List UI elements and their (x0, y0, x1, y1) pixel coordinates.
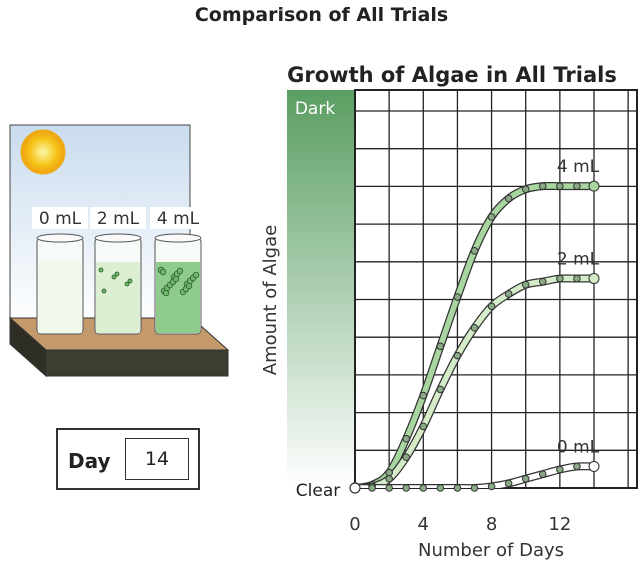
beaker-label: 2 mL (97, 209, 140, 229)
algae-dot (111, 274, 117, 280)
data-point (538, 470, 547, 478)
data-point (588, 180, 600, 192)
beaker-label: 0 mL (39, 209, 82, 229)
beaker-label-bg (150, 207, 206, 229)
data-point (538, 182, 547, 190)
series-label: 4 mL (557, 157, 600, 177)
page-title: Comparison of All Trials (194, 4, 449, 26)
data-point (521, 474, 530, 483)
beaker-label-bg (90, 207, 146, 229)
data-point (538, 277, 547, 286)
plot-frame (354, 89, 638, 489)
data-point (419, 484, 428, 492)
algae-dot (192, 271, 200, 279)
data-point (470, 324, 479, 332)
algae-dot (98, 267, 104, 273)
data-point (436, 484, 445, 492)
data-point (588, 273, 600, 285)
day-value: 14 (125, 438, 189, 480)
data-point (588, 460, 600, 472)
algae-dot (124, 281, 130, 287)
algae-dot (159, 268, 167, 276)
y-tick-label-clear: Clear (296, 481, 340, 501)
algae-dot (114, 271, 120, 277)
data-point (573, 274, 581, 283)
series-line (355, 463, 597, 488)
day-label: Day (68, 449, 111, 473)
algae-dot (162, 289, 170, 297)
data-point (470, 247, 479, 255)
x-tick-label: 12 (548, 514, 571, 535)
start-point (349, 482, 361, 494)
sun-icon (20, 129, 66, 175)
data-point (402, 453, 411, 462)
data-point (402, 484, 411, 492)
data-point (385, 474, 393, 483)
data-point (436, 342, 445, 351)
data-point (385, 484, 393, 492)
data-point (556, 274, 564, 283)
data-point (419, 422, 428, 431)
data-point (436, 385, 445, 394)
beaker-label-bg (32, 207, 88, 229)
data-point (556, 182, 564, 190)
chart-title: Growth of Algae in All Trials (287, 63, 617, 87)
algae-dot (185, 282, 193, 290)
y-axis-label: Amount of Algae (260, 225, 281, 375)
data-point (556, 465, 564, 474)
data-point (453, 484, 462, 492)
data-point (573, 462, 581, 471)
chart-grid (355, 90, 637, 488)
y-tick-label-dark: Dark (295, 99, 335, 119)
data-point (504, 290, 513, 298)
data-point (487, 213, 496, 221)
x-axis-label: Number of Days (418, 540, 564, 561)
data-point (453, 293, 462, 301)
data-point (521, 185, 530, 194)
data-point (487, 482, 496, 491)
x-tick-label: 0 (349, 514, 360, 535)
data-point (504, 479, 513, 488)
shelf-side (9, 316, 47, 378)
data-point (521, 280, 530, 289)
data-point (402, 434, 411, 443)
series-label: 0 mL (557, 437, 600, 457)
day-panel: Day 14 (56, 428, 200, 490)
data-point (573, 182, 581, 190)
algae-dot (127, 278, 133, 284)
data-point (470, 484, 479, 492)
beaker-water (38, 262, 82, 333)
data-point (368, 484, 376, 492)
data-point (504, 194, 513, 203)
series-label: 2 mL (557, 250, 600, 270)
data-point (385, 468, 393, 477)
algae-color-scale (287, 90, 355, 488)
data-point (419, 391, 428, 400)
beaker-label: 4 mL (157, 209, 200, 229)
data-point (487, 302, 496, 311)
x-tick-label: 4 (418, 514, 429, 535)
algae-dot (172, 275, 180, 283)
x-tick-label: 8 (486, 514, 497, 535)
algae-dot (176, 267, 184, 275)
data-point (453, 351, 462, 360)
shelf-front (45, 349, 229, 377)
algae-dot (101, 288, 107, 294)
